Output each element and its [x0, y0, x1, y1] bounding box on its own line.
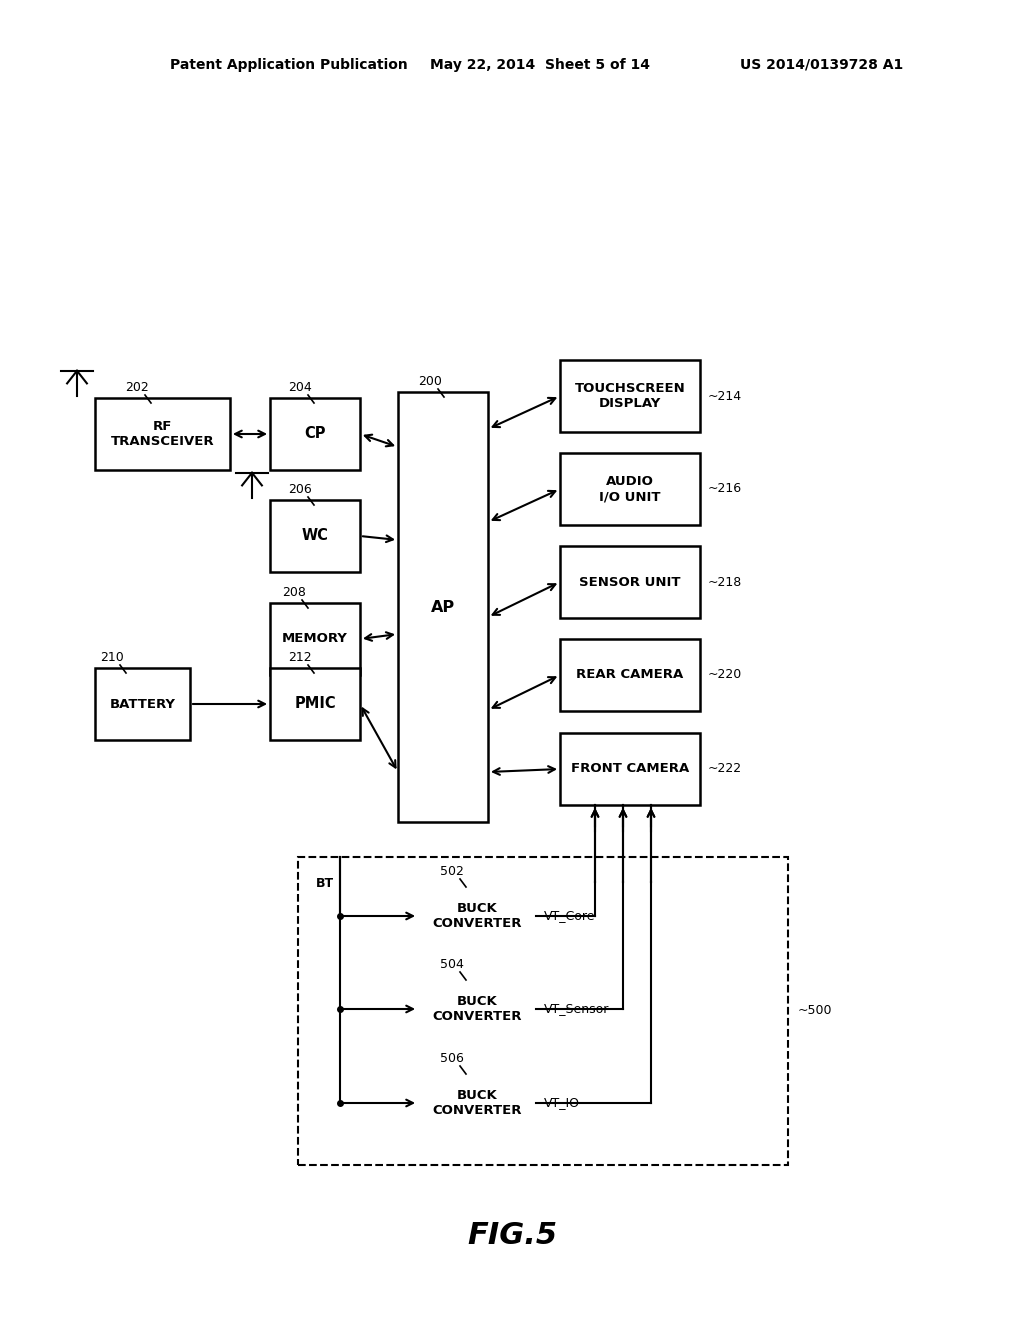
Text: ~218: ~218 — [708, 576, 742, 589]
Text: 204: 204 — [288, 381, 311, 393]
Bar — [95, 399, 230, 470]
Text: SENSOR UNIT: SENSOR UNIT — [580, 576, 681, 589]
Bar — [418, 882, 536, 950]
Text: VT_IO: VT_IO — [544, 1097, 580, 1110]
Bar — [560, 546, 700, 618]
Text: 504: 504 — [440, 958, 464, 972]
Bar — [95, 668, 190, 741]
Bar — [560, 453, 700, 525]
Text: BT: BT — [316, 876, 334, 890]
Text: US 2014/0139728 A1: US 2014/0139728 A1 — [740, 58, 903, 73]
Text: Patent Application Publication: Patent Application Publication — [170, 58, 408, 73]
Bar — [560, 360, 700, 432]
Text: WC: WC — [301, 528, 329, 544]
Bar — [270, 668, 360, 741]
Text: 210: 210 — [100, 651, 124, 664]
Bar — [270, 399, 360, 470]
Text: 502: 502 — [440, 865, 464, 878]
Text: BUCK
CONVERTER: BUCK CONVERTER — [432, 995, 522, 1023]
Text: CP: CP — [304, 426, 326, 441]
Bar — [418, 975, 536, 1043]
Text: BATTERY: BATTERY — [110, 697, 175, 710]
Text: ~500: ~500 — [798, 1005, 833, 1018]
Text: MEMORY: MEMORY — [282, 632, 348, 645]
Text: VT_Sensor: VT_Sensor — [544, 1002, 609, 1015]
Text: BUCK
CONVERTER: BUCK CONVERTER — [432, 1089, 522, 1117]
Text: 208: 208 — [282, 586, 306, 599]
Text: AP: AP — [431, 599, 455, 615]
Text: VT_Core: VT_Core — [544, 909, 596, 923]
Text: TOUCHSCREEN
DISPLAY: TOUCHSCREEN DISPLAY — [574, 381, 685, 411]
Text: PMIC: PMIC — [294, 697, 336, 711]
Text: RF
TRANSCEIVER: RF TRANSCEIVER — [111, 420, 214, 447]
Text: 200: 200 — [418, 375, 442, 388]
Text: FIG.5: FIG.5 — [467, 1221, 557, 1250]
Text: May 22, 2014  Sheet 5 of 14: May 22, 2014 Sheet 5 of 14 — [430, 58, 650, 73]
Text: ~216: ~216 — [708, 483, 742, 495]
Bar — [418, 1069, 536, 1137]
Text: ~222: ~222 — [708, 763, 742, 776]
Text: ~214: ~214 — [708, 389, 742, 403]
Text: 212: 212 — [288, 651, 311, 664]
Bar — [270, 603, 360, 675]
Bar — [398, 392, 488, 822]
Bar — [560, 639, 700, 711]
Bar — [270, 500, 360, 572]
Text: REAR CAMERA: REAR CAMERA — [577, 668, 684, 681]
Text: 202: 202 — [125, 381, 148, 393]
Bar — [560, 733, 700, 805]
Text: ~220: ~220 — [708, 668, 742, 681]
Text: BUCK
CONVERTER: BUCK CONVERTER — [432, 902, 522, 931]
Text: AUDIO
I/O UNIT: AUDIO I/O UNIT — [599, 475, 660, 503]
Text: FRONT CAMERA: FRONT CAMERA — [570, 763, 689, 776]
Text: 506: 506 — [440, 1052, 464, 1065]
Text: 206: 206 — [288, 483, 311, 496]
Bar — [298, 857, 788, 1166]
